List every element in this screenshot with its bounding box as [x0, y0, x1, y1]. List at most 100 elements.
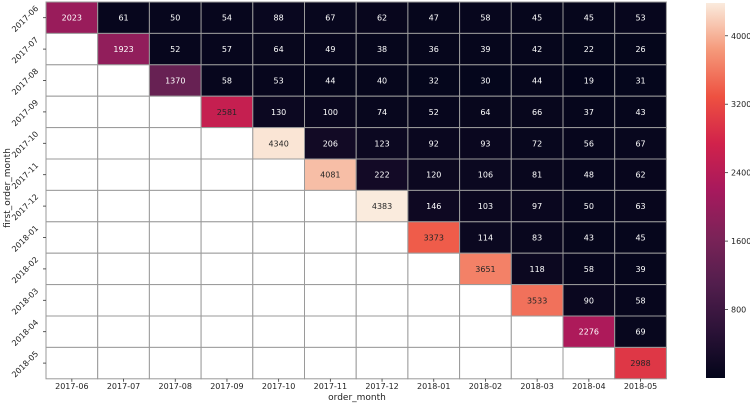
cell-value-label: 3373 — [424, 234, 444, 243]
heatmap-cell — [407, 64, 461, 97]
cell-value-label: 3533 — [527, 296, 547, 305]
heatmap-cell-empty — [45, 32, 99, 66]
cell-value-label: 2023 — [62, 14, 82, 23]
heatmap-cell-empty — [97, 252, 150, 286]
heatmap-cell-empty — [252, 346, 306, 380]
cell-value-label: 44 — [325, 77, 335, 86]
colorbar-ticks: 800 1600 2400 3200 4000 — [725, 32, 750, 315]
cell-value-label: 103 — [478, 202, 493, 211]
cell-value-label: 4081 — [320, 171, 340, 180]
x-axis-ticks: 2017-06 2017-07 2017-08 2017-09 2017-10 2017-… — [55, 378, 657, 391]
heatmap-cell — [562, 284, 616, 317]
heatmap-cell — [304, 32, 357, 66]
heatmap-cell-empty — [200, 221, 254, 254]
cell-value-label: 50 — [170, 14, 180, 23]
heatmap-cell — [510, 158, 564, 191]
heatmap-cell — [355, 127, 409, 160]
x-tick-label: 2018-01 — [417, 382, 450, 391]
cell-value-label: 52 — [429, 108, 439, 117]
heatmap-cell — [614, 346, 667, 380]
heatmap-cell — [510, 284, 564, 317]
heatmap-cell-empty — [45, 252, 99, 286]
cell-value-label: 61 — [118, 14, 128, 23]
heatmap-cell-empty — [355, 315, 409, 348]
heatmap-cell-empty — [459, 315, 512, 348]
heatmap-cell-empty — [148, 315, 202, 348]
heatmap-cell — [355, 95, 409, 129]
heatmap-cell-empty — [45, 346, 99, 380]
cell-value-label: 49 — [325, 45, 335, 54]
cell-value-label: 52 — [170, 45, 180, 54]
colorbar — [706, 3, 725, 378]
cell-value-label: 58 — [635, 296, 645, 305]
heatmap-cell-empty — [97, 127, 150, 160]
heatmap-cell — [407, 189, 461, 223]
cell-value-label: 62 — [635, 171, 645, 180]
x-tick-label: 2017-08 — [159, 382, 192, 391]
cell-value-label: 67 — [635, 139, 645, 148]
cell-value-label: 31 — [635, 77, 645, 86]
cell-value-label: 1923 — [113, 45, 133, 54]
heatmap-cell-empty — [97, 284, 150, 317]
heatmap-cell — [614, 252, 667, 286]
cell-value-label: 106 — [478, 171, 493, 180]
x-tick-label: 2017-11 — [314, 382, 347, 391]
heatmap-cell — [304, 1, 357, 34]
heatmap-cell — [510, 1, 564, 34]
y-tick-label: 2017-07 — [10, 35, 40, 65]
heatmap-cell — [148, 32, 202, 66]
x-tick-label: 2018-03 — [520, 382, 553, 391]
heatmap-cell-empty — [355, 221, 409, 254]
cell-value-label: 56 — [584, 139, 594, 148]
cell-value-label: 43 — [635, 108, 645, 117]
heatmap-cell-empty — [304, 284, 357, 317]
cell-value-label: 44 — [532, 77, 542, 86]
heatmap-cell-empty — [304, 252, 357, 286]
y-tick-label: 2018-02 — [10, 255, 40, 285]
colorbar-tick-label: 2400 — [731, 169, 750, 178]
heatmap-cell-empty — [252, 252, 306, 286]
y-tick-label: 2017-09 — [10, 98, 40, 128]
cell-value-label: 4340 — [268, 139, 288, 148]
x-tick-label: 2017-12 — [365, 382, 398, 391]
colorbar-tick-label: 4000 — [731, 32, 750, 41]
cell-value-label: 58 — [584, 265, 594, 274]
heatmap-cell — [614, 315, 667, 348]
cell-value-label: 3651 — [475, 265, 495, 274]
heatmap-cell-empty — [45, 64, 99, 97]
cell-value-label: 58 — [222, 77, 232, 86]
cell-value-label: 37 — [584, 108, 594, 117]
cell-value-label: 93 — [480, 139, 490, 148]
heatmap-cell — [304, 158, 357, 191]
heatmap-cell-empty — [200, 284, 254, 317]
colorbar-tick-label: 3200 — [731, 100, 750, 109]
heatmap-cell — [562, 127, 616, 160]
cell-value-label: 66 — [532, 108, 542, 117]
heatmap-cell-empty — [252, 284, 306, 317]
heatmap-cell-empty — [97, 64, 150, 97]
cell-value-label: 45 — [584, 14, 594, 23]
heatmap-cell-empty — [148, 252, 202, 286]
x-tick-label: 2017-09 — [210, 382, 243, 391]
cell-value-label: 30 — [480, 77, 490, 86]
heatmap-cell — [407, 1, 461, 34]
heatmap-cell-empty — [45, 158, 99, 191]
cell-value-label: 4383 — [372, 202, 392, 211]
cell-value-label: 64 — [274, 45, 284, 54]
heatmap-cell-empty — [97, 95, 150, 129]
heatmap-cell — [355, 32, 409, 66]
cell-value-label: 100 — [323, 108, 338, 117]
heatmap-cell — [614, 221, 667, 254]
heatmap-cell-empty — [97, 221, 150, 254]
cell-value-label: 39 — [480, 45, 490, 54]
heatmap-cell — [355, 64, 409, 97]
cell-value-label: 1370 — [165, 77, 185, 86]
cell-value-label: 146 — [426, 202, 441, 211]
x-tick-label: 2017-07 — [107, 382, 140, 391]
heatmap-cell-empty — [148, 221, 202, 254]
cell-value-label: 92 — [429, 139, 439, 148]
heatmap-cell — [459, 158, 512, 191]
x-tick-label: 2017-10 — [262, 382, 295, 391]
heatmap-cell-empty — [304, 315, 357, 348]
cell-value-label: 67 — [325, 14, 335, 23]
